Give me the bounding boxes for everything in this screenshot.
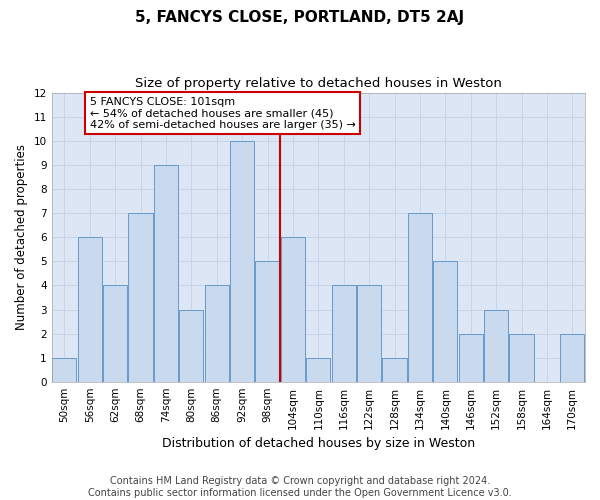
Bar <box>560 334 584 382</box>
Text: Contains HM Land Registry data © Crown copyright and database right 2024.
Contai: Contains HM Land Registry data © Crown c… <box>88 476 512 498</box>
Bar <box>77 238 102 382</box>
Bar <box>179 310 203 382</box>
Bar <box>52 358 76 382</box>
Bar <box>408 214 432 382</box>
Bar <box>357 286 381 382</box>
Y-axis label: Number of detached properties: Number of detached properties <box>15 144 28 330</box>
Bar <box>484 310 508 382</box>
Bar <box>306 358 331 382</box>
Bar <box>332 286 356 382</box>
Bar <box>154 165 178 382</box>
Bar <box>382 358 407 382</box>
Bar <box>281 238 305 382</box>
Bar <box>509 334 533 382</box>
Bar <box>230 141 254 382</box>
Bar <box>458 334 483 382</box>
X-axis label: Distribution of detached houses by size in Weston: Distribution of detached houses by size … <box>162 437 475 450</box>
Bar <box>256 262 280 382</box>
Bar <box>128 214 152 382</box>
Bar <box>433 262 457 382</box>
Bar <box>103 286 127 382</box>
Text: 5 FANCYS CLOSE: 101sqm
← 54% of detached houses are smaller (45)
42% of semi-det: 5 FANCYS CLOSE: 101sqm ← 54% of detached… <box>90 96 356 130</box>
Bar <box>205 286 229 382</box>
Text: 5, FANCYS CLOSE, PORTLAND, DT5 2AJ: 5, FANCYS CLOSE, PORTLAND, DT5 2AJ <box>136 10 464 25</box>
Title: Size of property relative to detached houses in Weston: Size of property relative to detached ho… <box>135 78 502 90</box>
